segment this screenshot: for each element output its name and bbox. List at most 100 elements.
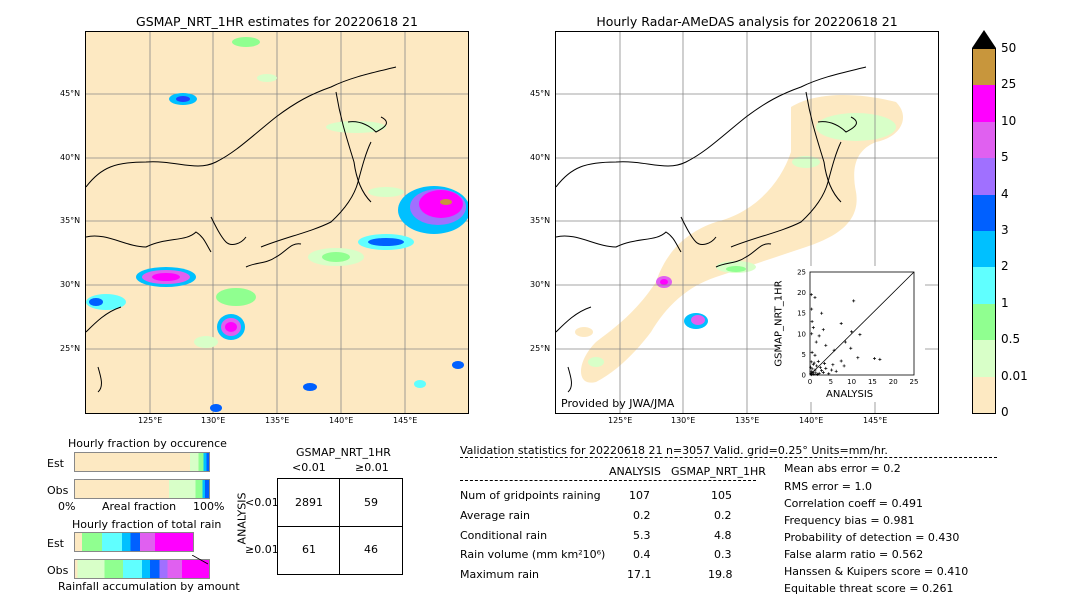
scatter-ylabel: GSMAP_NRT_1HR	[773, 280, 785, 367]
scatter-point	[810, 332, 814, 336]
colorbar-segment	[973, 158, 995, 195]
score-pod: Probability of detection = 0.430	[784, 531, 960, 544]
right-lon-label: 125°E	[608, 416, 633, 425]
occurrence-axis-left: 0%	[58, 500, 76, 513]
total-footer: Rainfall accumulation by amount	[58, 580, 240, 593]
scatter-xlabel: ANALYSIS	[826, 389, 874, 400]
contingency-table: 2891 59 61 46	[277, 478, 403, 575]
colorbar-segment	[973, 340, 995, 377]
scatter-point	[872, 357, 876, 361]
contingency-col-label: <0.01	[292, 461, 326, 474]
left-lat-label: 25°N	[60, 344, 81, 353]
scatter-xtick-label: 0	[808, 378, 812, 386]
colorbar-segment	[973, 121, 995, 159]
colorbar-label: 0.5	[1001, 332, 1021, 347]
colorbar-segment	[973, 376, 995, 413]
scatter-point	[821, 328, 825, 332]
colorbar-label: 50	[1001, 41, 1017, 55]
scatter-point	[809, 360, 813, 364]
contingency-cell: 59	[364, 496, 378, 509]
left-lat-label: 45°N	[60, 89, 81, 98]
score-bias: Frequency bias = 0.981	[784, 514, 915, 527]
colorbar-label: 4	[1001, 186, 1009, 201]
colorbar-segment	[973, 194, 995, 231]
scatter-point	[878, 357, 882, 361]
left-lon-label: 140°E	[329, 416, 354, 425]
scatter-point	[827, 372, 831, 376]
left-lat-label: 35°N	[60, 216, 81, 225]
scatter-point	[820, 311, 824, 315]
scatter-point	[810, 367, 814, 371]
scatter-ytick-label: 20	[797, 289, 806, 297]
score-hk: Hanssen & Kuipers score = 0.410	[784, 565, 969, 578]
map-credit: Provided by JWA/JMA	[561, 397, 675, 410]
scatter-point	[814, 371, 818, 375]
right-lon-label: 130°E	[671, 416, 696, 425]
scatter-point	[812, 361, 816, 365]
total-bar-obs	[74, 559, 210, 579]
total-row-obs: Obs	[47, 564, 69, 577]
scatter-inset: 0 0 5 5 10 10 15 15 20 20 25 25	[780, 266, 925, 402]
scatter-point	[809, 365, 813, 369]
validation-col-gsmap: GSMAP_NRT_1HR	[671, 465, 766, 478]
scatter-point	[858, 333, 862, 337]
scatter-point	[849, 346, 853, 350]
score-mae: Mean abs error = 0.2	[784, 462, 901, 475]
scatter-plot: 00 5 5 10 10 15 15 20 20 25 25	[797, 269, 918, 387]
left-lon-label: 125°E	[138, 416, 163, 425]
scatter-point	[812, 372, 816, 376]
validation-header: Validation statistics for 20220618 21 n=…	[460, 444, 888, 457]
scatter-ytick-label: 15	[797, 310, 806, 318]
score-rms: RMS error = 1.0	[784, 480, 872, 493]
occurrence-row-est: Est	[47, 457, 64, 470]
scatter-point	[815, 364, 819, 368]
colorbar-label: 2	[1001, 259, 1009, 274]
scatter-point	[852, 299, 856, 303]
occurrence-title: Hourly fraction by occurence	[68, 437, 227, 450]
total-bar-connector	[191, 550, 209, 565]
scatter-point	[813, 296, 817, 300]
right-lat-label: 30°N	[530, 280, 551, 289]
scatter-point	[831, 363, 835, 367]
scatter-point	[824, 366, 828, 370]
colorbar-arrow	[972, 30, 996, 50]
scatter-point	[856, 356, 860, 360]
colorbar-label: 25	[1001, 77, 1017, 92]
scatter-point	[813, 368, 817, 372]
scatter-point	[817, 334, 821, 338]
scatter-point	[843, 340, 847, 344]
scatter-point	[818, 366, 822, 370]
left-map-rain	[86, 37, 468, 412]
colorbar-label: 5	[1001, 150, 1009, 165]
left-lat-label: 30°N	[60, 280, 81, 289]
colorbar-label: 10	[1001, 113, 1017, 128]
colorbar-label: 0	[1001, 405, 1009, 419]
scatter-point	[823, 361, 827, 365]
left-lon-label: 130°E	[201, 416, 226, 425]
colorbar-label: 0.01	[1001, 368, 1028, 383]
scatter-point	[834, 369, 838, 373]
scatter-point	[815, 372, 819, 376]
scatter-point	[810, 350, 814, 354]
scatter-point	[816, 359, 820, 363]
contingency-cell: 2891	[295, 496, 323, 509]
scatter-xtick-label: 15	[868, 378, 877, 386]
scatter-point	[811, 371, 815, 375]
left-map-title: GSMAP_NRT_1HR estimates for 20220618 21	[136, 14, 418, 29]
scatter-point	[810, 307, 814, 311]
score-corr: Correlation coeff = 0.491	[784, 497, 923, 510]
right-lat-label: 35°N	[530, 216, 551, 225]
scatter-diagonal	[809, 271, 915, 376]
left-lon-label: 135°E	[265, 416, 290, 425]
scatter-point	[810, 319, 814, 323]
colorbar-segment	[973, 231, 995, 268]
colorbar-segment	[973, 303, 995, 341]
scatter-point	[821, 371, 825, 375]
occurrence-axis-mid: Areal fraction	[102, 500, 177, 513]
right-map-coastline	[556, 66, 867, 393]
right-lat-label: 45°N	[530, 89, 551, 98]
scatter-xtick-label: 10	[847, 378, 856, 386]
scatter-point	[850, 330, 854, 334]
scatter-xtick-label: 20	[889, 378, 898, 386]
validation-divider	[460, 457, 997, 458]
